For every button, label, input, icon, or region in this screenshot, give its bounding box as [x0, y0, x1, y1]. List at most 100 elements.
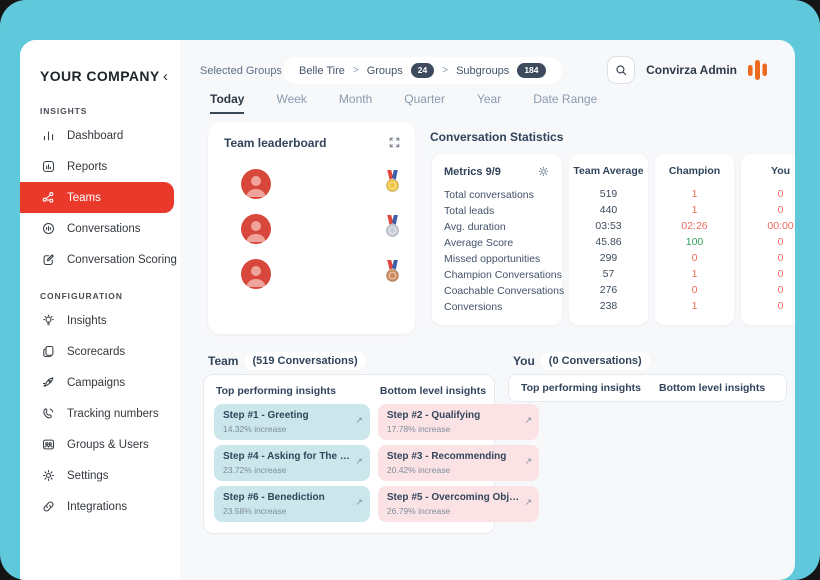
stat-value: 0 [777, 268, 784, 280]
sidebar-item-teams[interactable]: Teams [20, 182, 174, 213]
stat-value: 100 [685, 236, 704, 248]
expand-icon[interactable] [388, 136, 401, 154]
metrics-card: Metrics 9/9 Total conversations Total lea… [432, 154, 564, 325]
tab-quarter[interactable]: Quarter [404, 92, 445, 106]
tab-today[interactable]: Today [210, 92, 245, 114]
stat-value: 1 [691, 188, 698, 200]
leaderboard-row[interactable] [224, 214, 401, 244]
sidebar-item-label: Teams [67, 191, 101, 204]
sidebar-item-groups-users[interactable]: Groups & Users [20, 429, 180, 460]
collapse-sidebar-icon[interactable]: ‹ [163, 67, 168, 85]
leaderboard-row[interactable] [224, 169, 401, 199]
metric-label: Total leads [444, 205, 495, 217]
sidebar-item-label: Campaigns [67, 376, 126, 389]
breadcrumb-separator: > [352, 65, 359, 76]
groups-count-badge: 24 [410, 63, 435, 78]
stat-value: 299 [599, 252, 618, 264]
insight-pill[interactable]: Step #5 - Overcoming Obj… 26.79% increase… [377, 486, 540, 522]
stat-value: 440 [599, 204, 618, 216]
breadcrumb-groups[interactable]: Groups [366, 64, 403, 77]
stats-column-header: Team Average [573, 165, 644, 177]
stat-value: 1 [691, 268, 698, 280]
avatar [241, 214, 271, 244]
sidebar-item-integrations[interactable]: Integrations [20, 491, 180, 522]
insight-pill[interactable]: Step #4 - Asking for The … 23.72% increas… [214, 445, 370, 481]
arrow-up-right-icon: ↗ [524, 456, 533, 466]
sidebar-item-tracking-numbers[interactable]: Tracking numbers [20, 398, 180, 429]
arrow-up-right-icon: ↗ [355, 497, 363, 507]
campaigns-icon [41, 375, 56, 390]
gold-medal-icon [384, 170, 401, 198]
metrics-header: Metrics 9/9 [444, 165, 501, 178]
insight-title: Step #2 - Qualifying [386, 410, 481, 421]
sidebar-section-label: CONFIGURATION [40, 291, 123, 301]
leaderboard-row[interactable] [224, 259, 401, 289]
sidebar-item-campaigns[interactable]: Campaigns [20, 367, 180, 398]
tab-year[interactable]: Year [476, 92, 502, 106]
team-section-title: Team (519 Conversations) [208, 352, 366, 370]
insight-pill[interactable]: Step #3 - Recommending 20.42% increase ↗ [377, 445, 540, 481]
selected-groups-label: Selected Groups [200, 65, 282, 77]
avatar [241, 169, 271, 199]
arrow-up-right-icon: ↗ [355, 456, 363, 466]
insight-change: 14.32% increase [223, 424, 287, 434]
stat-value: 0 [777, 236, 784, 248]
insight-change: 26.79% increase [386, 506, 451, 516]
settings-icon [41, 468, 56, 483]
sidebar-item-label: Insights [67, 314, 107, 327]
stat-value: 0 [777, 252, 784, 264]
stats-column-header: Champion [668, 165, 721, 177]
sidebar-item-settings[interactable]: Settings [20, 460, 180, 491]
stat-value: 1 [691, 204, 698, 216]
brand-row: YOUR COMPANY ‹ [20, 60, 180, 90]
user-name[interactable]: Convirza Admin [646, 63, 737, 77]
search-icon [616, 65, 627, 76]
search-button[interactable] [607, 56, 636, 84]
gear-icon[interactable] [537, 165, 550, 178]
team-leaderboard-card: Team leaderboard [208, 122, 415, 334]
tab-week[interactable]: Week [276, 92, 307, 106]
stats-column-you: You 0 0 00:00 0 0 0 0 0 [741, 154, 795, 325]
scorecards-icon [41, 344, 56, 359]
stat-value: 57 [602, 268, 615, 280]
insight-pill[interactable]: Step #6 - Benediction 23.58% increase ↗ [214, 486, 370, 522]
breadcrumb-root[interactable]: Belle Tire [299, 64, 345, 77]
stat-value: 02:26 [681, 220, 708, 232]
stats-column-team-average: Team Average 519 440 03:53 45.86 299 57 276 238 [569, 154, 648, 325]
sidebar-item-insights[interactable]: Insights [20, 305, 180, 336]
topbar-right: Convirza Admin [607, 56, 767, 84]
insight-pill[interactable]: Step #1 - Greeting 14.32% increase ↗ [214, 404, 370, 440]
stat-value: 0 [777, 188, 784, 200]
sidebar-item-label: Tracking numbers [67, 407, 159, 420]
tab-month[interactable]: Month [338, 92, 373, 106]
sidebar-item-scorecards[interactable]: Scorecards [20, 336, 180, 367]
sidebar-item-conversations[interactable]: Conversations [20, 213, 180, 244]
bottom-level-header: Bottom level insights [379, 385, 487, 397]
you-top-performing-header: Top performing insights [521, 382, 641, 394]
tab-date-range[interactable]: Date Range [533, 92, 598, 106]
sidebar-item-conversation-scoring[interactable]: Conversation Scoring [20, 244, 180, 275]
sidebar-item-dashboard[interactable]: Dashboard [20, 120, 180, 151]
sidebar-item-reports[interactable]: Reports [20, 151, 180, 182]
sidebar-item-label: Conversations [67, 222, 141, 235]
insight-pill[interactable]: Step #2 - Qualifying 17.78% increase ↗ [377, 404, 540, 440]
breadcrumb-subgroups[interactable]: Subgroups [456, 64, 510, 77]
insight-change: 17.78% increase [386, 424, 451, 434]
sidebar-item-label: Integrations [67, 500, 128, 513]
team-conversations-count: (519 Conversations) [244, 352, 366, 370]
stat-value: 238 [599, 300, 618, 312]
metric-label: Average Score [444, 237, 514, 249]
conversation-statistics-title: Conversation Statistics [430, 130, 564, 144]
metric-label: Missed opportunities [444, 253, 541, 265]
insight-title: Step #3 - Recommending [386, 451, 507, 462]
sidebar-item-label: Settings [67, 469, 109, 482]
conversations-icon [41, 221, 56, 236]
sidebar-section-label: INSIGHTS [40, 106, 88, 116]
insight-change: 23.72% increase [223, 465, 287, 475]
sidebar: YOUR COMPANY ‹ INSIGHTS Dashboard Reports T… [20, 40, 180, 580]
metric-label: Champion Conversations [444, 269, 562, 281]
breadcrumb[interactable]: Belle Tire > Groups 24 > Subgroups 184 [283, 57, 562, 84]
you-section-title: You (0 Conversations) [513, 352, 650, 370]
arrow-up-right-icon: ↗ [524, 497, 533, 507]
insight-change: 20.42% increase [386, 465, 451, 475]
